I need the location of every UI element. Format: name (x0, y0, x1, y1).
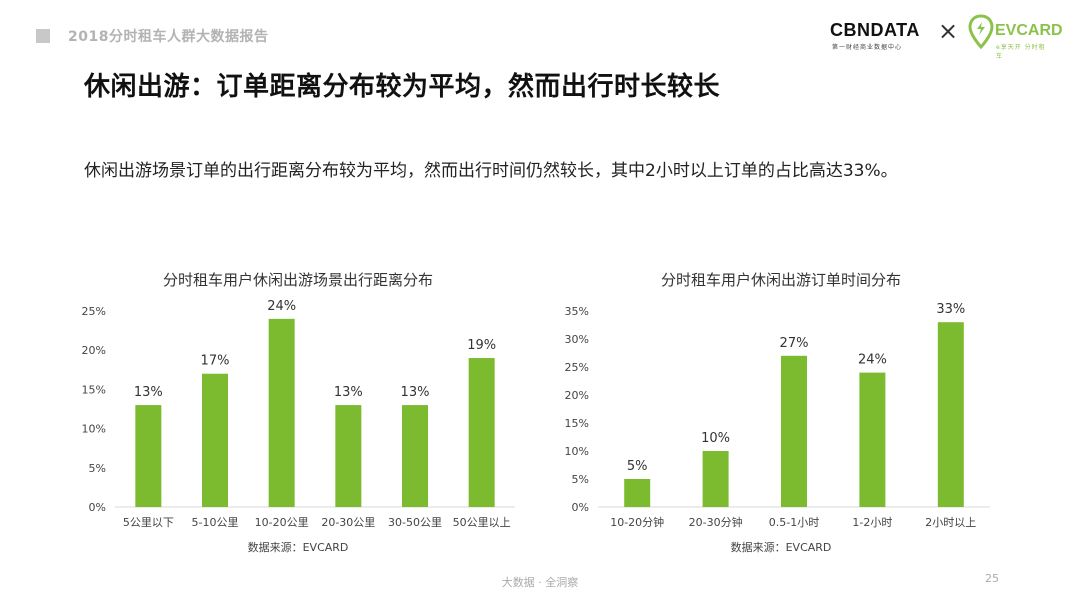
y-tick-label: 10% (565, 445, 589, 458)
data-label: 13% (401, 385, 430, 400)
bar (402, 405, 428, 507)
chart-source-duration: 数据来源：EVCARD (731, 540, 832, 554)
x-tick-label: 10-20公里 (255, 516, 309, 529)
y-tick-label: 25% (565, 361, 589, 374)
bar (135, 405, 162, 507)
data-label: 13% (334, 385, 363, 400)
bar (202, 373, 228, 507)
report-title: 2018分时租车人群大数据报告 (68, 29, 269, 45)
bar (702, 451, 729, 507)
evcard-logo: EVCARD (995, 22, 1063, 39)
x-tick-label: 20-30分钟 (689, 515, 743, 529)
data-label: 24% (858, 353, 887, 368)
y-tick-label: 20% (82, 344, 106, 357)
footer-slogan: 大数据 · 全洞察 (501, 576, 579, 589)
bar (268, 318, 295, 507)
x-tick-label: 20-30公里 (321, 516, 375, 529)
x-tick-label: 50公里以上 (453, 516, 511, 529)
data-label: 17% (201, 354, 230, 369)
bar (335, 405, 362, 507)
evcard-logo-sub: e享天开 分时租车 (996, 44, 1046, 60)
bar (624, 479, 651, 507)
x-tick-label: 30-50公里 (388, 516, 442, 529)
y-tick-label: 5% (572, 473, 589, 486)
x-tick-label: 1-2小时 (852, 516, 892, 529)
data-label: 27% (780, 336, 809, 351)
location-pin-icon (968, 14, 994, 50)
bar (468, 358, 495, 507)
chart-title-duration: 分时租车用户休闲出游订单时间分布 (661, 271, 901, 289)
times-sign: × (938, 17, 959, 45)
y-tick-label: 30% (565, 333, 589, 346)
y-tick-label: 20% (565, 389, 589, 402)
y-tick-label: 10% (82, 423, 106, 436)
data-label: 10% (701, 431, 730, 446)
brand-logos: CBNDATA 第一财经商业数据中心 × EVCARD e享天开 分时租车 (830, 14, 1063, 60)
y-tick-label: 25% (82, 305, 106, 318)
x-tick-label: 5公里以下 (123, 516, 174, 529)
data-label: 24% (267, 299, 296, 314)
y-tick-label: 15% (82, 383, 106, 396)
page-number: 25 (985, 572, 999, 585)
chart-source-distance: 数据来源：EVCARD (248, 540, 349, 554)
bar (937, 322, 964, 507)
y-tick-label: 5% (89, 462, 106, 475)
y-tick-label: 35% (565, 305, 589, 318)
data-label: 13% (134, 385, 163, 400)
data-label: 5% (627, 459, 648, 474)
x-tick-label: 0.5-1小时 (769, 516, 819, 529)
x-tick-label: 10-20分钟 (610, 515, 664, 529)
bar (859, 372, 886, 507)
data-label: 19% (467, 338, 496, 353)
y-tick-label: 0% (89, 501, 106, 514)
x-tick-label: 5-10公里 (192, 516, 239, 529)
y-tick-label: 15% (565, 417, 589, 430)
chart-title-distance: 分时租车用户休闲出游场景出行距离分布 (163, 271, 433, 289)
data-label: 33% (936, 302, 965, 317)
page-title: 休闲出游：订单距离分布较为平均，然而出行时长较长 (84, 72, 721, 102)
header-marker (36, 29, 50, 43)
y-tick-label: 0% (572, 501, 589, 514)
page-subtitle: 休闲出游场景订单的出行距离分布较为平均，然而出行时间仍然较长，其中2小时以上订单… (84, 161, 898, 181)
bar (781, 355, 807, 507)
cbndata-logo: CBNDATA (830, 20, 920, 40)
cbndata-logo-sub: 第一财经商业数据中心 (832, 44, 903, 51)
x-tick-label: 2小时以上 (925, 516, 976, 529)
